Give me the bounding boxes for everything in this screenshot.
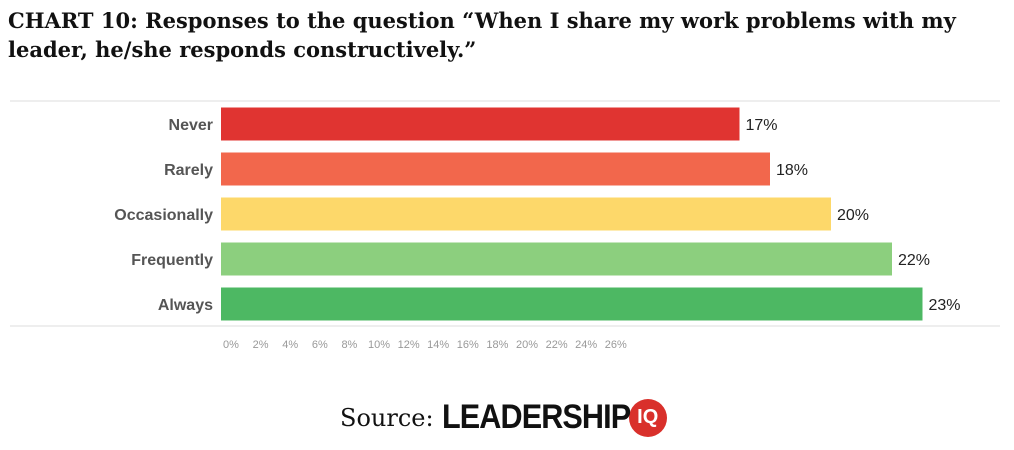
value-label: 23% <box>929 297 961 314</box>
x-tick-label: 22% <box>546 339 568 351</box>
x-tick-label: 6% <box>312 339 328 351</box>
x-tick-label: 12% <box>398 339 420 351</box>
value-label: 18% <box>776 162 808 179</box>
value-label: 20% <box>837 207 869 224</box>
source-credit: Source: LEADERSHIP IQ <box>340 398 667 437</box>
category-label: Occasionally <box>114 207 213 224</box>
x-tick-label: 0% <box>223 339 239 351</box>
leadershipiq-logo: LEADERSHIP <box>441 398 631 436</box>
bar-frequently <box>221 242 892 276</box>
category-label: Rarely <box>164 162 213 179</box>
iq-badge-logo: IQ <box>628 398 667 437</box>
bar-always <box>221 287 923 321</box>
value-label: 22% <box>898 252 930 269</box>
x-tick-label: 2% <box>253 339 269 351</box>
x-tick-label: 8% <box>341 339 357 351</box>
bar-occasionally <box>221 197 831 231</box>
value-label: 17% <box>746 117 778 134</box>
chart-title: CHART 10: Responses to the question “Whe… <box>8 8 956 62</box>
category-label: Always <box>158 297 213 314</box>
bar-chart: Never 17% Rarely 18% Occasionally 20% Frequent… <box>10 100 1000 351</box>
bar-never <box>221 107 740 141</box>
x-tick-label: 24% <box>575 339 597 351</box>
x-tick-label: 10% <box>368 339 390 351</box>
x-tick-label: 16% <box>457 339 479 351</box>
x-tick-label: 4% <box>282 339 298 351</box>
x-tick-label: 20% <box>516 339 538 351</box>
source-label: Source: <box>340 403 434 432</box>
category-label: Never <box>169 117 213 134</box>
x-tick-label: 18% <box>486 339 508 351</box>
x-tick-label: 14% <box>427 339 449 351</box>
bar-rarely <box>221 152 770 186</box>
x-tick-label: 26% <box>605 339 627 351</box>
category-label: Frequently <box>131 252 213 269</box>
